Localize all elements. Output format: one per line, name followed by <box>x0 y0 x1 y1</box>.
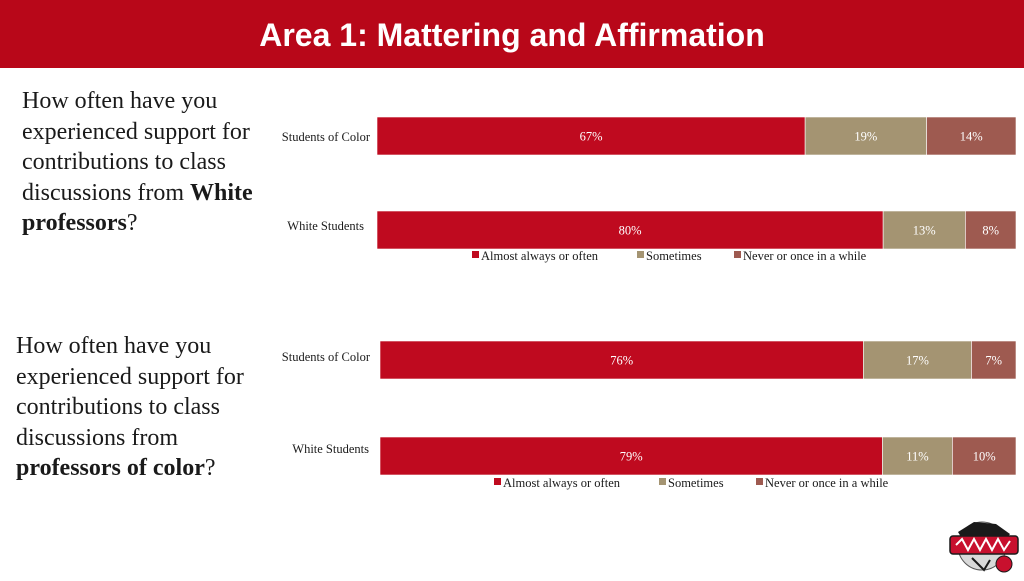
data-label-students-of-color-almost-always-or-often: 76% <box>610 354 633 368</box>
question-mark: ? <box>204 455 216 481</box>
legend-swatch-almost-always-or-often <box>494 478 501 485</box>
legend-entry-almost-always-or-often: Almost always or often <box>503 476 621 490</box>
bar-students-of-color-sometimes <box>863 340 972 380</box>
bar-white-students-sometimes <box>882 436 953 476</box>
legend-swatch-almost-always-or-often <box>472 251 479 258</box>
question-professors-of-color: How often have you experienced support f… <box>16 331 276 484</box>
legend-swatch-sometimes <box>659 478 666 485</box>
legend-entry-never-or-once-in-a-while: Never or once in a while <box>765 476 889 490</box>
data-label-students-of-color-never-or-once-in-a-while: 14% <box>960 130 983 144</box>
bar-students-of-color-never-or-once-in-a-while <box>926 116 1017 156</box>
category-label-students-of-color: Students of Color <box>282 350 371 364</box>
data-label-white-students-never-or-once-in-a-while: 8% <box>982 224 999 238</box>
data-label-white-students-sometimes: 13% <box>913 224 936 238</box>
question-emphasis: White professors <box>22 179 253 237</box>
slide-header: Area 1: Mattering and Affirmation <box>0 0 1024 68</box>
category-label-white-students: White Students <box>287 219 364 233</box>
bar-students-of-color-almost-always-or-often <box>376 116 806 156</box>
team-logo-icon <box>944 514 1024 576</box>
question-emphasis: professors of color <box>16 455 205 481</box>
data-label-white-students-sometimes: 11% <box>906 450 928 464</box>
question-white-professors: How often have you experienced support f… <box>22 86 262 239</box>
data-label-students-of-color-sometimes: 19% <box>854 130 877 144</box>
data-label-white-students-never-or-once-in-a-while: 10% <box>973 450 996 464</box>
legend-swatch-never-or-once-in-a-while <box>756 478 763 485</box>
bar-students-of-color-never-or-once-in-a-while <box>971 340 1017 380</box>
legend-swatch-sometimes <box>637 251 644 258</box>
question-text: How often have you experienced support f… <box>16 333 244 451</box>
bar-white-students-almost-always-or-often <box>379 436 883 476</box>
bar-white-students-sometimes <box>882 210 966 250</box>
data-label-students-of-color-almost-always-or-often: 67% <box>580 130 603 144</box>
legend-entry-sometimes: Sometimes <box>668 476 724 490</box>
legend-entry-sometimes: Sometimes <box>646 249 702 263</box>
legend-entry-never-or-once-in-a-while: Never or once in a while <box>743 249 867 263</box>
bar-white-students-never-or-once-in-a-while <box>952 436 1017 476</box>
legend-swatch-never-or-once-in-a-while <box>734 251 741 258</box>
data-label-students-of-color-sometimes: 17% <box>906 354 929 368</box>
bar-white-students-never-or-once-in-a-while <box>965 210 1017 250</box>
bar-students-of-color-almost-always-or-often <box>379 340 864 380</box>
data-label-white-students-almost-always-or-often: 79% <box>620 450 643 464</box>
slide-title: Area 1: Mattering and Affirmation <box>259 17 765 53</box>
legend-entry-almost-always-or-often: Almost always or often <box>481 249 599 263</box>
data-label-students-of-color-never-or-once-in-a-while: 7% <box>985 354 1002 368</box>
question-text: How often have you experienced support f… <box>22 88 250 206</box>
category-label-students-of-color: Students of Color <box>282 130 371 144</box>
question-mark: ? <box>126 210 138 236</box>
data-label-white-students-almost-always-or-often: 80% <box>619 224 642 238</box>
category-label-white-students: White Students <box>292 442 369 456</box>
bar-students-of-color-sometimes <box>804 116 927 156</box>
